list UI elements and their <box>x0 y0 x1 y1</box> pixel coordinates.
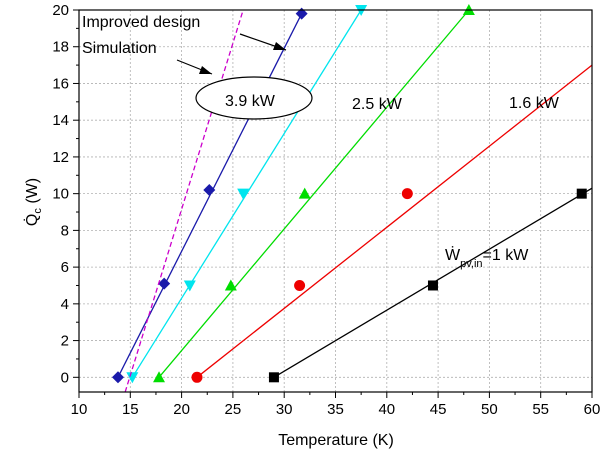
x-axis-title: Temperature (K) <box>278 432 394 449</box>
data-point-triangle-up <box>298 187 311 199</box>
annotation-w-sub: pv,in <box>460 258 482 270</box>
data-point-diamond <box>158 277 171 290</box>
data-point-triangle-down <box>183 280 196 292</box>
series-line <box>196 64 593 378</box>
y-tick-label: 10 <box>52 186 69 203</box>
x-tick-label: 60 <box>584 401 601 418</box>
improved-design-arrowhead <box>273 42 286 50</box>
annotation-improved-design: Improved design <box>82 14 200 31</box>
data-point-triangle-up <box>224 279 237 291</box>
svg-text:Ẇpv,in=1 kW: Ẇpv,in=1 kW <box>445 245 529 270</box>
grid-lines <box>79 10 592 392</box>
annotation-3-9-kw: 3.9 kW <box>225 93 276 110</box>
x-tick-label: 40 <box>378 401 395 418</box>
x-tick-label: 10 <box>71 401 88 418</box>
x-tick-label: 35 <box>327 401 344 418</box>
x-tick-label: 45 <box>430 401 447 418</box>
series-layer <box>111 4 593 393</box>
simulation-arrowhead <box>199 66 212 74</box>
y-tick-label: 2 <box>61 333 69 350</box>
y-tick-label: 4 <box>61 296 69 313</box>
x-tick-label: 55 <box>532 401 549 418</box>
y-axis-title-unit: (W) <box>24 178 41 208</box>
y-tick-label: 12 <box>52 149 69 166</box>
series-0 <box>268 187 593 383</box>
annotation-simulation: Simulation <box>82 40 157 57</box>
y-tick-label: 18 <box>52 39 69 56</box>
data-point-diamond <box>111 371 124 384</box>
annotation-w-main: Ẇ <box>445 245 461 264</box>
series-4 <box>111 7 308 384</box>
data-point-circle <box>294 279 306 291</box>
data-point-square <box>427 280 438 291</box>
y-tick-label: 20 <box>52 2 69 19</box>
y-axis-title-sub: c <box>32 208 44 214</box>
y-axis-title-main: Q̇ <box>23 214 41 226</box>
data-point-triangle-up <box>153 371 166 383</box>
series-line <box>158 9 470 378</box>
data-point-triangle-down <box>126 372 139 384</box>
annotation-ellipse <box>195 76 313 120</box>
series-line <box>117 13 303 378</box>
annotation-wpv-1-kw: Ẇpv,in=1 kW <box>445 245 529 270</box>
annotation-w-rest: =1 kW <box>483 247 530 264</box>
series-3 <box>126 5 368 384</box>
data-point-square <box>268 372 279 383</box>
x-tick-label: 50 <box>481 401 498 418</box>
series-5 <box>124 9 244 393</box>
svg-text:Q̇c (W): Q̇c (W) <box>23 178 44 226</box>
y-tick-label: 16 <box>52 75 69 92</box>
data-point-circle <box>401 188 413 200</box>
data-point-diamond <box>203 183 216 196</box>
simulation-line <box>124 9 244 393</box>
data-point-diamond <box>295 7 308 20</box>
y-tick-label: 0 <box>61 369 69 386</box>
y-tick-label: 6 <box>61 259 69 276</box>
x-tick-label: 20 <box>173 401 190 418</box>
annotation-1-6-kw: 1.6 kW <box>509 95 560 112</box>
x-tick-label: 30 <box>276 401 293 418</box>
data-point-square <box>576 188 587 199</box>
annotation-2-5-kw: 2.5 kW <box>352 96 403 113</box>
y-tick-label: 8 <box>61 222 69 239</box>
y-tick-label: 14 <box>52 112 69 129</box>
series-1 <box>191 64 593 383</box>
data-point-circle <box>191 371 203 383</box>
x-tick-label: 15 <box>122 401 139 418</box>
series-2 <box>153 4 475 383</box>
x-tick-label: 25 <box>225 401 242 418</box>
series-line <box>131 9 362 378</box>
y-axis-title: Q̇c (W) <box>23 178 44 226</box>
data-point-triangle-down <box>237 188 250 200</box>
axis-ticks: 10 15 20 25 30 35 40 45 50 55 60 0 2 4 6 8 10 12 14 16 18 20 <box>52 2 600 418</box>
